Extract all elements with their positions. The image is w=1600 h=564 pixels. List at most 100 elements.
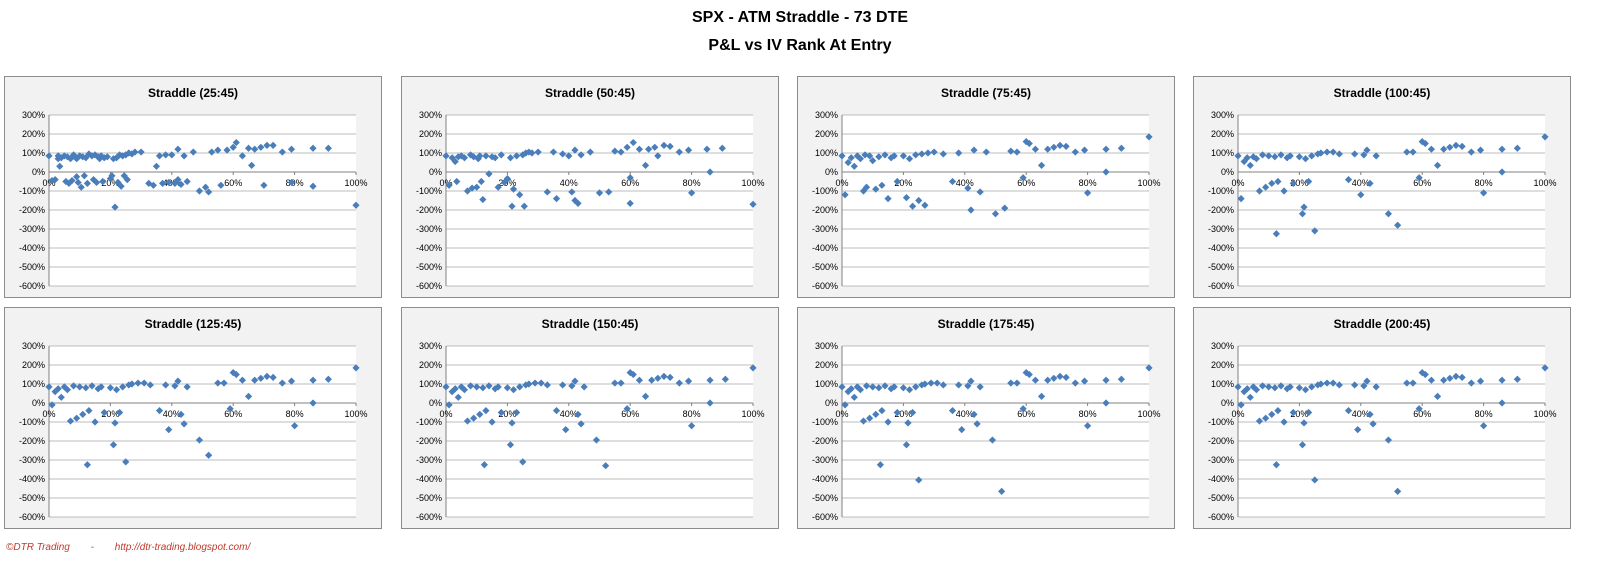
page-subtitle: P&L vs IV Rank At Entry bbox=[708, 37, 892, 54]
x-tick-label: 20% bbox=[1290, 178, 1308, 188]
y-tick-label: 300% bbox=[419, 341, 442, 351]
y-tick-label: 100% bbox=[815, 379, 838, 389]
data-point bbox=[324, 375, 332, 383]
data-point bbox=[1080, 377, 1089, 385]
data-point bbox=[970, 146, 978, 154]
data-point bbox=[651, 143, 659, 151]
scatter-plot: 300%200%100%0%-100%-200%-300%-400%-500%-… bbox=[812, 110, 1161, 291]
chart-panel: 300% 200% 100% 0% -100% -200% -300% -400% -500% -… bbox=[1193, 307, 1571, 529]
y-tick-label: -600% bbox=[19, 281, 45, 291]
data-point bbox=[183, 177, 191, 186]
data-point bbox=[278, 148, 286, 156]
data-point bbox=[66, 417, 75, 425]
data-point bbox=[1117, 144, 1125, 152]
data-point bbox=[309, 182, 317, 190]
data-point bbox=[684, 146, 693, 154]
x-tick-label: 20% bbox=[498, 409, 516, 419]
data-point bbox=[1237, 401, 1245, 409]
data-point bbox=[666, 142, 674, 150]
x-tick-label: 80% bbox=[1475, 178, 1493, 188]
chart-panel: 300% 200% 100% 0% -100% -200% -300% -400% -500% -… bbox=[1193, 76, 1571, 298]
data-point bbox=[445, 181, 453, 189]
data-point bbox=[91, 418, 99, 426]
y-tick-label: -200% bbox=[1208, 436, 1234, 446]
y-tick-label: 300% bbox=[1211, 341, 1234, 351]
y-tick-label: 100% bbox=[815, 148, 838, 158]
plot-area bbox=[842, 115, 1149, 286]
data-point bbox=[1360, 382, 1368, 390]
data-point bbox=[688, 189, 696, 197]
data-point bbox=[841, 191, 849, 199]
data-point bbox=[1317, 149, 1325, 157]
data-point bbox=[453, 177, 461, 186]
scatter-plot: 300%200%100%0%-100%-200%-300%-400%-500%-… bbox=[812, 341, 1161, 522]
y-tick-label: -600% bbox=[812, 512, 838, 522]
data-point bbox=[223, 146, 231, 154]
data-point bbox=[287, 145, 296, 153]
plot-area bbox=[1238, 115, 1545, 286]
data-point bbox=[904, 419, 912, 427]
data-point bbox=[232, 138, 240, 147]
x-tick-label: 80% bbox=[683, 409, 701, 419]
data-point bbox=[1403, 148, 1411, 156]
data-point bbox=[1071, 379, 1079, 387]
y-tick-label: 0% bbox=[429, 398, 442, 408]
data-point bbox=[1071, 148, 1079, 156]
data-point bbox=[876, 461, 884, 469]
data-point bbox=[260, 181, 268, 189]
data-point bbox=[915, 476, 923, 484]
data-point bbox=[660, 372, 668, 380]
data-point bbox=[1308, 383, 1316, 391]
y-tick-label: -400% bbox=[1208, 474, 1234, 484]
data-point bbox=[1440, 145, 1448, 153]
x-tick-label: 0% bbox=[835, 409, 848, 419]
data-point bbox=[890, 152, 898, 160]
data-point bbox=[1262, 183, 1270, 191]
data-point bbox=[1427, 145, 1436, 153]
data-point bbox=[1394, 221, 1402, 229]
x-tick-label: 40% bbox=[956, 409, 974, 419]
data-point bbox=[884, 418, 892, 426]
data-point bbox=[77, 183, 85, 191]
x-tick-label: 0% bbox=[42, 178, 55, 188]
chart-panel: 300% 200% 100% 0% -100% -200% -300% -400% -500% -… bbox=[4, 76, 382, 298]
scatter-plot: 300%200%100%0%-100%-200%-300%-400%-500%-… bbox=[1208, 110, 1557, 291]
page-title: SPX - ATM Straddle - 73 DTE bbox=[691, 9, 909, 26]
plot-area bbox=[49, 115, 356, 286]
data-point bbox=[1418, 369, 1426, 377]
data-point bbox=[626, 174, 634, 182]
y-tick-label: 0% bbox=[1221, 167, 1234, 177]
x-tick-label: 20% bbox=[101, 409, 119, 419]
chart-title: Straddle (75:45) bbox=[940, 86, 1032, 100]
y-tick-label: -500% bbox=[1208, 493, 1234, 503]
y-tick-label: -200% bbox=[19, 205, 45, 215]
data-point bbox=[893, 177, 901, 186]
data-point bbox=[1452, 372, 1460, 380]
footer-url: http://dtr-trading.blogspot.com/ bbox=[114, 542, 251, 553]
data-point bbox=[543, 188, 551, 196]
data-point bbox=[238, 152, 247, 160]
data-point bbox=[939, 381, 947, 389]
scatter-plot: 300%200%100%0%-100%-200%-300%-400%-500%-… bbox=[19, 110, 368, 291]
y-tick-label: 0% bbox=[825, 398, 838, 408]
x-tick-label: 60% bbox=[1017, 178, 1035, 188]
data-point bbox=[1056, 372, 1064, 380]
data-point bbox=[1427, 376, 1436, 384]
x-tick-label: 100% bbox=[1137, 409, 1160, 419]
y-tick-label: 100% bbox=[419, 379, 442, 389]
data-point bbox=[1262, 414, 1270, 422]
data-point bbox=[82, 154, 90, 162]
y-tick-label: -400% bbox=[416, 474, 442, 484]
y-tick-label: -500% bbox=[812, 262, 838, 272]
scatter-plot: 300%200%100%0%-100%-200%-300%-400%-500%-… bbox=[1208, 341, 1557, 522]
data-point bbox=[1084, 422, 1092, 430]
y-tick-label: -400% bbox=[19, 243, 45, 253]
data-point bbox=[749, 200, 757, 208]
data-point bbox=[477, 177, 485, 186]
y-tick-label: -300% bbox=[1208, 224, 1234, 234]
y-tick-label: -400% bbox=[416, 243, 442, 253]
data-point bbox=[1022, 369, 1030, 377]
y-tick-label: 300% bbox=[22, 110, 45, 120]
x-tick-label: 40% bbox=[1352, 178, 1370, 188]
x-tick-label: 40% bbox=[560, 409, 578, 419]
